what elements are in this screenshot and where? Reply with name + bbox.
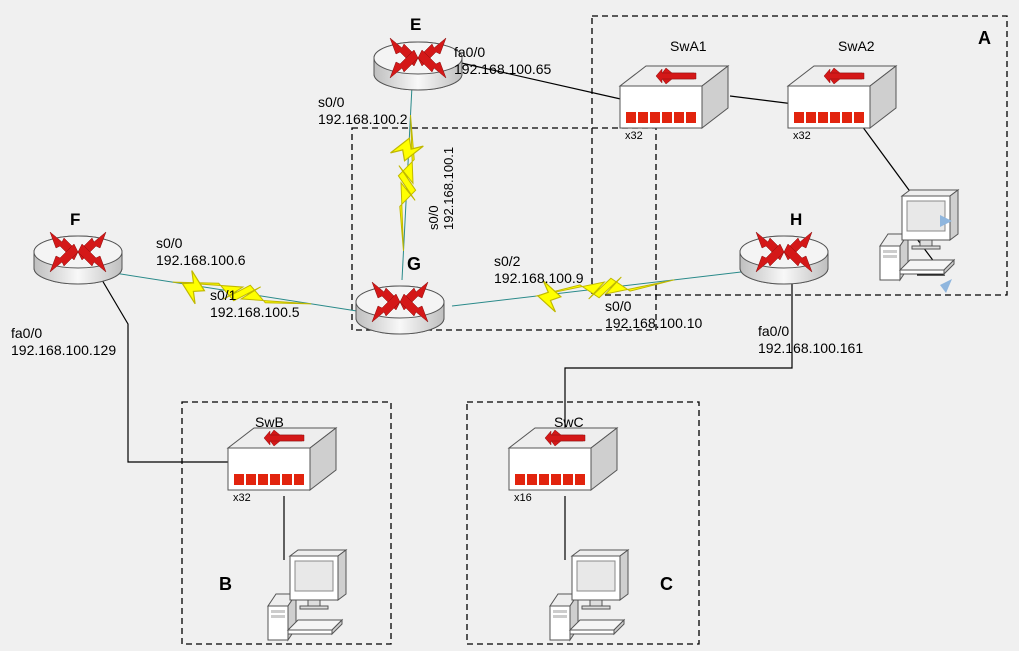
text-label: s0/0 192.168.100.6	[156, 235, 246, 269]
text-label: s0/0 192.168.100.10	[605, 298, 702, 332]
text-label: s0/2 192.168.100.9	[494, 253, 584, 287]
text-label: F	[70, 210, 80, 230]
interface-label: s0/0192.168.100.1	[426, 147, 456, 230]
text-label: B	[219, 574, 232, 596]
text-label: G	[407, 254, 421, 276]
text-label: x32	[793, 130, 811, 143]
router-G	[356, 282, 444, 334]
switch-SwA1	[620, 66, 728, 128]
eth-link	[730, 96, 794, 104]
text-label: SwA2	[838, 38, 875, 55]
text-label: x32	[625, 130, 643, 143]
router-F	[34, 232, 122, 284]
computer-pcA	[880, 190, 958, 280]
eth-link	[862, 126, 917, 201]
switch-SwC	[509, 428, 617, 490]
text-label: fa0/0 192.168.100.65	[454, 44, 551, 78]
serial-bolt	[395, 115, 420, 252]
text-label: E	[410, 15, 421, 35]
text-label: fa0/0 192.168.100.129	[11, 325, 116, 359]
text-label: H	[790, 210, 802, 230]
text-label: s0/1 192.168.100.5	[210, 287, 300, 321]
text-label: SwA1	[670, 38, 707, 55]
network-diagram: s0/0192.168.100.1	[0, 0, 1019, 651]
text-label: s0/0 192.168.100.2	[318, 94, 408, 128]
switch-SwB	[228, 428, 336, 490]
text-label: x32	[233, 492, 251, 505]
text-label: SwB	[255, 414, 284, 431]
router-E	[374, 38, 462, 90]
text-label: SwC	[554, 414, 584, 431]
text-label: x16	[514, 492, 532, 505]
router-H	[740, 232, 828, 284]
text-label: fa0/0 192.168.100.161	[758, 323, 863, 357]
serial-bolt-tiny	[390, 137, 424, 161]
switch-SwA2	[788, 66, 896, 128]
computer-pcB	[268, 550, 346, 640]
computer-pcC	[550, 550, 628, 640]
text-label: A	[978, 28, 991, 50]
decorative-arrow	[940, 279, 952, 293]
text-label: C	[660, 574, 673, 596]
